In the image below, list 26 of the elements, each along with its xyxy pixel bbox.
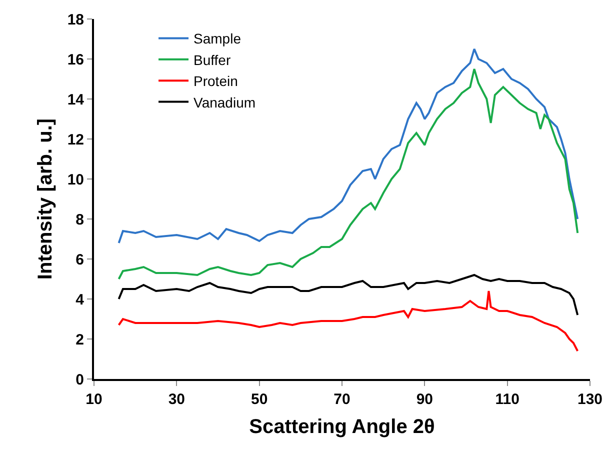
- legend-label: Sample: [194, 30, 242, 47]
- y-tick-label: 18: [67, 11, 84, 28]
- y-tick-label: 14: [67, 91, 85, 108]
- x-axis-title: Scattering Angle 2θ: [249, 416, 435, 438]
- x-tick-label: 110: [495, 391, 520, 408]
- x-tick-label: 30: [168, 391, 186, 408]
- x-tick-label: 130: [577, 391, 603, 408]
- y-tick-label: 6: [76, 251, 84, 268]
- y-tick-label: 10: [67, 171, 84, 188]
- legend-label: Vanadium: [194, 94, 256, 110]
- line-series: [118, 48, 579, 244]
- x-tick-label: 90: [416, 391, 434, 408]
- y-tick-label: 4: [76, 291, 85, 308]
- y-tick-label: 0: [76, 371, 84, 388]
- legend-label: Buffer: [194, 52, 231, 68]
- line-series: [118, 68, 579, 280]
- y-tick-label: 8: [76, 211, 84, 228]
- legend-label: Protein: [194, 73, 238, 90]
- y-tick-label: 16: [67, 51, 84, 68]
- x-tick-label: 50: [250, 391, 268, 408]
- y-tick-label: 12: [67, 131, 84, 148]
- y-tick-label: 2: [76, 331, 84, 348]
- y-axis-title: Intensity [arb. u.]: [34, 118, 56, 280]
- x-tick-label: 70: [334, 391, 350, 408]
- line-series: [118, 290, 579, 352]
- line-series: [118, 274, 579, 316]
